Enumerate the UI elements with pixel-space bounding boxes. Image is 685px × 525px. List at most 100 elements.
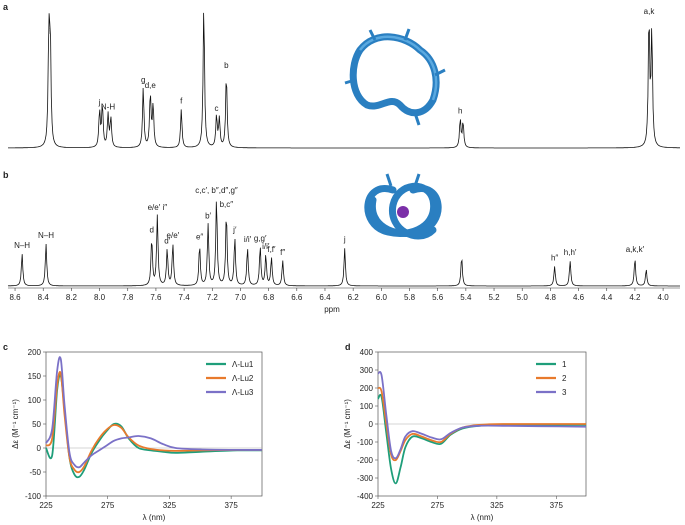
peak-label: d <box>149 225 153 234</box>
peak-label: e″ <box>196 232 203 241</box>
legend-label-1: 2 <box>562 374 567 383</box>
x-tick-label: 6.6 <box>291 293 303 302</box>
peak-label: f <box>180 97 183 106</box>
x-axis-title: λ (nm) <box>471 513 494 522</box>
peak-label: a,k <box>644 7 656 16</box>
x-axis-title: ppm <box>324 305 340 314</box>
peak-label: e/e′ <box>167 231 180 240</box>
peak-label: h <box>458 107 462 116</box>
peak-label: i/i′ <box>244 235 252 244</box>
y-axis-title: Δε (M⁻¹ cm⁻¹) <box>11 399 20 449</box>
x-tick-label: 4.2 <box>629 293 641 302</box>
peak-label: b,c″ <box>220 200 234 209</box>
legend-label-0: Λ-Lu1 <box>232 360 254 369</box>
x-tick-label: 5.0 <box>517 293 529 302</box>
y-tick-label: 100 <box>28 396 42 405</box>
peak-label: j <box>98 98 101 107</box>
y-tick-label: -300 <box>357 474 374 483</box>
peak-label: b <box>224 61 229 70</box>
peak-label: N-H <box>101 102 115 111</box>
x-tick-label: 275 <box>431 501 445 510</box>
peak-label: c <box>215 104 219 113</box>
y-tick-label: 100 <box>360 402 374 411</box>
knot-molecule-icon <box>364 173 442 240</box>
y-tick-label: 400 <box>360 348 374 357</box>
peak-label: N–H <box>38 231 54 240</box>
peak-label: g <box>141 75 145 84</box>
x-tick-label: 7.0 <box>235 293 247 302</box>
peak-label: N–H <box>14 241 30 250</box>
y-tick-label: -50 <box>29 468 41 477</box>
cd-plot-c: -100 -50 0 50 100 150 200 225 275 325 375 λ (nm) Δε … <box>11 348 263 522</box>
legend-label-2: Λ-Lu3 <box>232 388 254 397</box>
peak-label: d,e <box>145 81 157 90</box>
peak-label: c,c′, b″,d″,g″ <box>195 186 238 195</box>
panel-letter-a: a <box>3 2 9 12</box>
y-tick-label: -100 <box>357 438 374 447</box>
panel-letter-c: c <box>3 342 8 352</box>
peak-label: a,k,k′ <box>626 245 645 254</box>
x-tick-label: 8.0 <box>94 293 106 302</box>
panel-letter-b: b <box>3 170 9 180</box>
x-tick-label: 5.2 <box>488 293 500 302</box>
x-tick-label: 325 <box>490 501 504 510</box>
peak-label: i <box>48 27 50 36</box>
x-axis-title: λ (nm) <box>143 513 166 522</box>
cd-plot-d: -400 -300 -200 -100 0 100 200 300 400 225 275 325 37… <box>343 348 587 522</box>
x-tick-label: 8.4 <box>38 293 50 302</box>
x-tick-label: 8.6 <box>9 293 21 302</box>
y-tick-label: 200 <box>360 384 374 393</box>
peak-label: f″ <box>280 248 285 257</box>
legend-label-0: 1 <box>562 360 567 369</box>
x-tick-label: 7.2 <box>207 293 219 302</box>
y-tick-label: 150 <box>28 372 42 381</box>
metal-ion-icon <box>397 206 409 218</box>
peak-label: h″ <box>551 253 558 262</box>
x-tick-label: 325 <box>163 501 177 510</box>
plot-frame <box>45 351 263 497</box>
x-tick-label: 7.6 <box>150 293 162 302</box>
y-tick-label: -400 <box>357 492 374 501</box>
legend-label-2: 3 <box>562 388 567 397</box>
x-tick-label: 225 <box>39 501 53 510</box>
peak-label: d′ <box>164 237 170 246</box>
peak-label: f,f′ <box>267 245 276 254</box>
x-tick-label: 4.8 <box>545 293 557 302</box>
peak-label: g,g′ <box>254 234 267 243</box>
x-tick-label: 8.2 <box>66 293 78 302</box>
peak-label: h,h′ <box>564 248 577 257</box>
legend-label-1: Λ-Lu2 <box>232 374 254 383</box>
x-tick-label: 4.6 <box>573 293 585 302</box>
x-tick-label: 225 <box>371 501 385 510</box>
nmr-spectrum-b: N–H N–H d e/e′ i″ d′e/e′ e″ b′ c,c′, b″,d″,g″ b,… <box>7 186 680 314</box>
series-line-0 <box>45 374 263 479</box>
y-tick-label: -200 <box>357 456 374 465</box>
peak-label: b′ <box>205 211 211 220</box>
y-tick-label: 0 <box>369 420 374 429</box>
x-tick-label: 6.8 <box>263 293 275 302</box>
x-tick-label: 5.8 <box>404 293 416 302</box>
x-tick-label: 375 <box>224 501 238 510</box>
peak-label: j <box>343 235 346 244</box>
y-tick-label: 0 <box>37 444 42 453</box>
x-tick-label: 4.0 <box>658 293 670 302</box>
panel-letter-d: d <box>345 342 351 352</box>
x-tick-label: 7.8 <box>122 293 134 302</box>
y-tick-label: 50 <box>32 420 41 429</box>
x-tick-label: 7.4 <box>179 293 191 302</box>
x-tick-label: 6.0 <box>376 293 388 302</box>
series-line-1 <box>45 371 263 474</box>
ribbon-molecule-icon <box>344 28 446 126</box>
x-tick-label: 5.6 <box>432 293 444 302</box>
y-axis-title: Δε (M⁻¹ cm⁻¹) <box>343 399 352 449</box>
y-tick-label: 200 <box>28 348 42 357</box>
nmr-spectrum-a: i j N-H gd,e f c b h a,k <box>8 7 680 149</box>
spectrum-trace <box>8 12 680 149</box>
peak-label: j′ <box>232 225 237 234</box>
x-tick-label: 275 <box>101 501 115 510</box>
peak-label: i/i′ <box>262 242 270 251</box>
y-tick-label: 300 <box>360 366 374 375</box>
y-tick-label: -100 <box>25 492 42 501</box>
x-tick-label: 5.4 <box>460 293 472 302</box>
